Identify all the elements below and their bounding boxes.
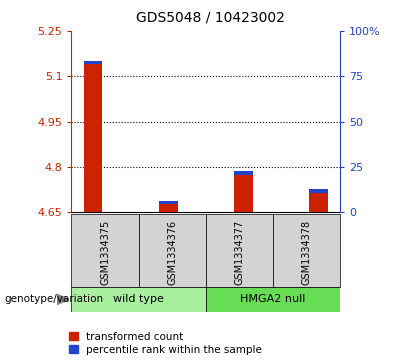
Bar — [84, 61, 102, 64]
Bar — [71, 287, 206, 312]
Bar — [206, 214, 273, 287]
Legend: transformed count, percentile rank within the sample: transformed count, percentile rank withi… — [68, 331, 263, 356]
Bar — [309, 189, 328, 193]
Text: genotype/variation: genotype/variation — [4, 294, 103, 305]
Text: HMGA2 null: HMGA2 null — [240, 294, 306, 305]
Bar — [309, 193, 328, 212]
Bar — [273, 214, 340, 287]
Text: GSM1334376: GSM1334376 — [167, 220, 177, 285]
Bar — [234, 175, 253, 212]
Text: GSM1334375: GSM1334375 — [100, 220, 110, 285]
Bar — [206, 287, 340, 312]
Text: wild type: wild type — [113, 294, 164, 305]
Bar — [159, 204, 178, 212]
Bar — [71, 214, 139, 287]
Bar — [139, 214, 206, 287]
Bar — [84, 64, 102, 212]
Polygon shape — [57, 294, 69, 305]
Text: GDS5048 / 10423002: GDS5048 / 10423002 — [136, 11, 284, 25]
Bar — [234, 171, 253, 175]
Text: GSM1334377: GSM1334377 — [234, 220, 244, 285]
Text: GSM1334378: GSM1334378 — [302, 220, 312, 285]
Bar — [159, 201, 178, 204]
